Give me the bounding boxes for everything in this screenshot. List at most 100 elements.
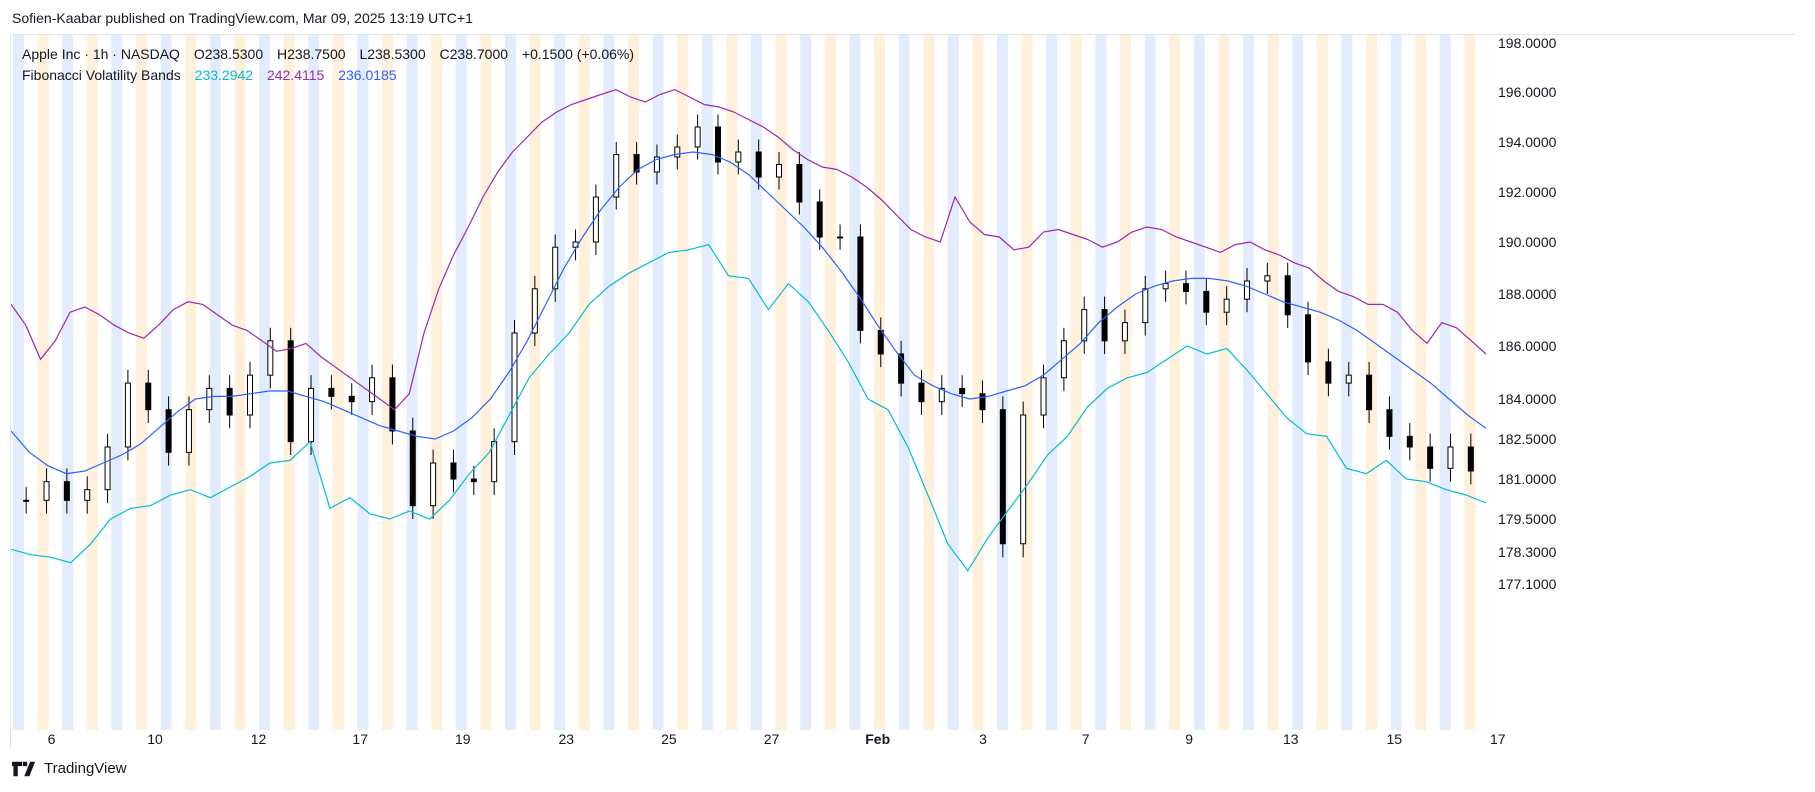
session-band — [751, 35, 762, 730]
session-band — [1095, 35, 1107, 730]
session-background — [13, 35, 1476, 730]
price-axis: 198.0000 196.0000 194.0000 192.0000 190.0000… — [1486, 35, 1796, 750]
session-band — [726, 35, 738, 730]
open-value: O238.5300 — [193, 46, 264, 62]
session-band — [578, 35, 590, 730]
candle-body — [104, 446, 111, 491]
candle-body — [999, 409, 1006, 545]
session-band — [849, 35, 861, 730]
candle-body — [185, 409, 192, 453]
candle-body — [877, 329, 884, 355]
session-band — [997, 35, 1008, 730]
time-axis: 6 10 12 17 19 23 25 27 Feb 3 7 9 13 15 17 — [11, 730, 1506, 750]
candle-body — [1305, 314, 1312, 363]
session-band — [62, 35, 74, 730]
candle-body — [857, 236, 864, 331]
session-band — [136, 35, 147, 730]
session-band — [1243, 35, 1254, 730]
candle-body — [1040, 377, 1047, 416]
candle-body — [1020, 414, 1027, 545]
candle-body — [145, 382, 152, 411]
candle-body — [1284, 275, 1291, 316]
price-tick-label: 179.5000 — [1498, 511, 1557, 527]
candle-body — [409, 430, 416, 507]
candle-body — [918, 382, 925, 403]
candle-body — [714, 126, 721, 163]
time-tick-label: 23 — [559, 731, 575, 747]
session-band — [13, 35, 24, 730]
candle-body — [84, 489, 91, 501]
session-band — [259, 35, 270, 730]
candle-body — [206, 387, 213, 411]
session-band — [480, 35, 492, 730]
candle-body — [1182, 283, 1189, 292]
session-band — [185, 35, 197, 730]
candle-body — [63, 481, 70, 501]
time-tick-label: 25 — [661, 731, 677, 747]
session-band — [37, 35, 49, 730]
price-tick-label: 186.0000 — [1498, 338, 1557, 354]
publisher-line: Sofien-Kaabar published on TradingView.c… — [12, 10, 473, 26]
session-band — [160, 35, 172, 730]
upper-band-value: 242.4115 — [266, 67, 325, 83]
session-band — [1193, 35, 1205, 730]
session-band — [652, 35, 664, 730]
candle-body — [246, 374, 253, 416]
candle-body — [430, 462, 437, 507]
session-band — [332, 35, 344, 730]
time-tick-label: Feb — [865, 731, 890, 747]
candle-body — [776, 164, 783, 178]
time-tick-label: 13 — [1283, 731, 1299, 747]
session-band — [209, 35, 221, 730]
session-band — [923, 35, 935, 730]
session-band — [431, 35, 443, 730]
chart-frame[interactable]: 198.0000 196.0000 194.0000 192.0000 190.0000… — [10, 34, 1796, 750]
footer-brand[interactable]: TradingView — [12, 760, 127, 777]
candle-body — [1244, 280, 1251, 300]
candle-body — [979, 393, 986, 411]
candle-body — [1264, 275, 1271, 282]
candle-body — [1223, 298, 1230, 313]
candle-body — [328, 387, 335, 397]
candle-body — [898, 353, 905, 384]
candle-body — [1142, 288, 1149, 324]
session-band — [677, 35, 689, 730]
time-tick-label: 12 — [251, 731, 267, 747]
session-band — [800, 35, 812, 730]
time-tick-label: 9 — [1185, 731, 1193, 747]
candle-body — [308, 387, 315, 443]
indicator-name[interactable]: Fibonacci Volatility Bands — [22, 67, 181, 83]
candle-body — [938, 387, 945, 403]
candle-body — [1406, 435, 1413, 448]
candle-body — [592, 196, 599, 243]
candle-body — [837, 236, 844, 239]
candle-body — [389, 377, 396, 432]
symbol-name[interactable]: Apple Inc · 1h · NASDAQ — [22, 46, 180, 62]
candle-body — [43, 481, 50, 501]
tradingview-logo-icon — [12, 761, 36, 776]
time-axis-bg — [11, 730, 1486, 750]
candle-body — [552, 246, 559, 290]
candle-body — [1427, 446, 1434, 469]
candle-body — [959, 387, 966, 395]
candle-body — [23, 499, 30, 502]
candle-body — [1447, 446, 1454, 469]
price-tick-label: 188.0000 — [1498, 286, 1557, 302]
volatility-bands — [11, 88, 1487, 572]
time-tick-label: 7 — [1082, 731, 1090, 747]
price-tick-label: 178.3000 — [1498, 544, 1557, 560]
session-band — [1464, 35, 1476, 730]
candle-body — [267, 340, 274, 376]
candle-body — [531, 288, 538, 334]
session-band — [1144, 35, 1156, 730]
session-band — [1439, 35, 1451, 730]
session-band — [1415, 35, 1427, 730]
time-tick-label: 6 — [48, 731, 56, 747]
candle-body — [470, 478, 477, 483]
price-chart[interactable]: 198.0000 196.0000 194.0000 192.0000 190.0000… — [11, 35, 1796, 750]
price-tick-label: 192.0000 — [1498, 184, 1557, 200]
time-tick-label: 10 — [147, 731, 163, 747]
session-band — [382, 35, 393, 730]
time-tick-label: 27 — [764, 731, 780, 747]
session-band — [1070, 35, 1082, 730]
